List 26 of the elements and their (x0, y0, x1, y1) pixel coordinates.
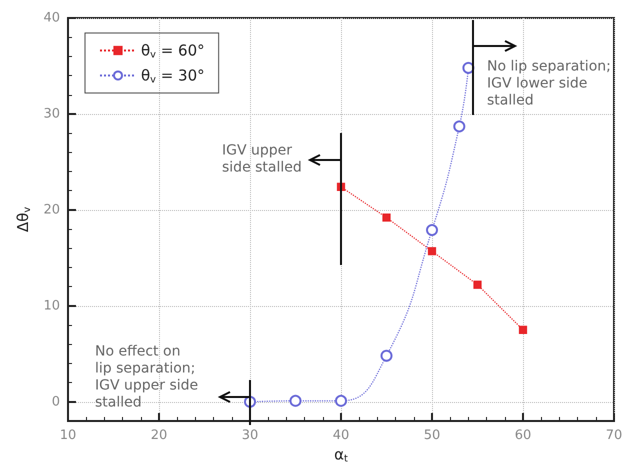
x-tick-label: 50 (424, 428, 440, 443)
y-tick-label: 30 (43, 106, 60, 122)
y-axis-title: Δθv (14, 206, 34, 232)
y-tick-label: 20 (43, 202, 60, 218)
point (473, 280, 482, 289)
x-tick-label: 10 (60, 428, 76, 443)
y-tick-label: 10 (43, 298, 60, 314)
annotation: IGV upper side stalled (222, 142, 302, 176)
point (453, 120, 466, 132)
y-tick-label: 0 (52, 394, 60, 410)
x-tick-label: 40 (332, 428, 350, 443)
point (426, 224, 438, 236)
point (290, 394, 302, 407)
point (518, 326, 528, 334)
point (428, 247, 436, 256)
annotation: No lip separation; IGV lower side stalled (487, 58, 611, 108)
x-tick-label: 60 (514, 428, 532, 443)
annotation: No effect on lip separation; IGV upper side stalled (95, 344, 198, 410)
y-tick-label: 40 (43, 10, 60, 26)
x-tick-label: 70 (606, 428, 622, 443)
point (380, 350, 392, 362)
point (335, 394, 347, 407)
point (462, 62, 474, 74)
x-tick-label: 20 (150, 428, 168, 443)
point (382, 213, 391, 222)
x-tick-label: 30 (242, 428, 258, 443)
